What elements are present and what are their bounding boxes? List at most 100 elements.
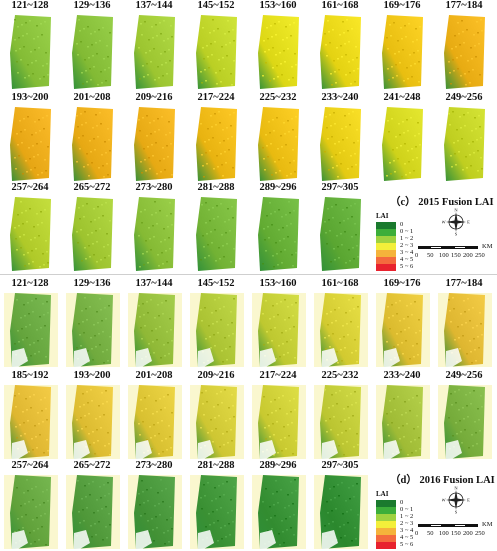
texture-speck (462, 169, 464, 171)
texture-speck (346, 207, 348, 209)
texture-speck (158, 129, 160, 131)
texture-speck (29, 532, 31, 534)
texture-speck (456, 129, 458, 131)
texture-speck (146, 115, 148, 117)
scale-segment (442, 246, 454, 249)
texture-speck (355, 164, 357, 166)
texture-speck (415, 332, 417, 334)
texture-speck (76, 347, 78, 349)
texture-speck (329, 42, 331, 44)
texture-speck (37, 174, 39, 176)
texture-speck (403, 318, 405, 320)
period-label: 177~184 (445, 278, 483, 289)
texture-speck (268, 237, 270, 239)
lai-map-cell (314, 383, 368, 461)
texture-speck (459, 116, 461, 118)
texture-speck (44, 325, 46, 327)
texture-speck (330, 261, 332, 263)
texture-speck (231, 394, 233, 396)
texture-speck (325, 232, 327, 234)
texture-speck (44, 209, 46, 211)
texture-speck (21, 24, 23, 26)
scale-tick-label: 150 (451, 252, 461, 259)
texture-speck (148, 227, 150, 229)
texture-speck (144, 159, 146, 161)
texture-speck (295, 116, 297, 118)
texture-speck (472, 327, 474, 329)
period-label: 289~296 (259, 460, 297, 471)
texture-speck (212, 323, 214, 325)
texture-speck (326, 431, 328, 433)
texture-speck (30, 355, 32, 357)
period-label: 233~240 (321, 92, 359, 103)
texture-speck (419, 144, 421, 146)
lai-map-tile (10, 107, 51, 181)
texture-speck (100, 71, 102, 73)
texture-speck (108, 305, 110, 307)
texture-speck (287, 48, 289, 50)
texture-speck (94, 523, 96, 525)
no-data-patch (198, 348, 214, 367)
texture-speck (98, 29, 100, 31)
texture-speck (100, 497, 102, 499)
texture-speck (270, 25, 272, 27)
texture-speck (154, 79, 156, 81)
lai-map-tile (258, 107, 299, 181)
lai-map-cell (376, 383, 430, 461)
texture-speck (27, 490, 29, 492)
texture-speck (347, 218, 349, 220)
texture-speck (84, 59, 86, 61)
texture-speck (165, 438, 167, 440)
texture-speck (105, 202, 107, 204)
lai-map-region (134, 475, 175, 549)
texture-speck (157, 422, 159, 424)
texture-speck (83, 404, 85, 406)
texture-speck (148, 531, 150, 533)
texture-speck (475, 128, 477, 130)
texture-speck (267, 414, 269, 416)
texture-speck (218, 415, 220, 417)
texture-speck (231, 136, 233, 138)
texture-speck (79, 148, 81, 150)
scale-unit: KM (482, 521, 493, 528)
texture-speck (291, 422, 293, 424)
scale-segment (466, 524, 478, 527)
texture-speck (417, 50, 419, 52)
texture-speck (169, 132, 171, 134)
texture-speck (21, 516, 23, 518)
texture-speck (203, 176, 205, 178)
lai-map-tile (382, 107, 423, 181)
texture-speck (271, 412, 273, 414)
lai-map-region (72, 107, 113, 181)
texture-speck (388, 131, 390, 133)
texture-speck (95, 534, 97, 536)
texture-speck (225, 232, 227, 234)
texture-speck (398, 123, 400, 125)
texture-speck (265, 250, 267, 252)
texture-speck (138, 493, 140, 495)
texture-speck (353, 496, 355, 498)
texture-speck (14, 395, 16, 397)
texture-speck (392, 149, 394, 151)
texture-speck (209, 336, 211, 338)
texture-speck (266, 215, 268, 217)
texture-speck (277, 502, 279, 504)
texture-speck (81, 498, 83, 500)
texture-speck (17, 144, 19, 146)
texture-speck (43, 502, 45, 504)
texture-speck (161, 302, 163, 304)
texture-speck (272, 423, 274, 425)
texture-speck (232, 405, 234, 407)
texture-speck (103, 414, 105, 416)
texture-speck (386, 175, 388, 177)
texture-speck (23, 254, 25, 256)
texture-speck (169, 436, 171, 438)
texture-speck (96, 499, 98, 501)
period-label: 185~192 (11, 370, 49, 381)
texture-speck (464, 125, 466, 127)
texture-speck (460, 75, 462, 77)
texture-speck (348, 61, 350, 63)
texture-speck (291, 254, 293, 256)
texture-speck (354, 527, 356, 529)
